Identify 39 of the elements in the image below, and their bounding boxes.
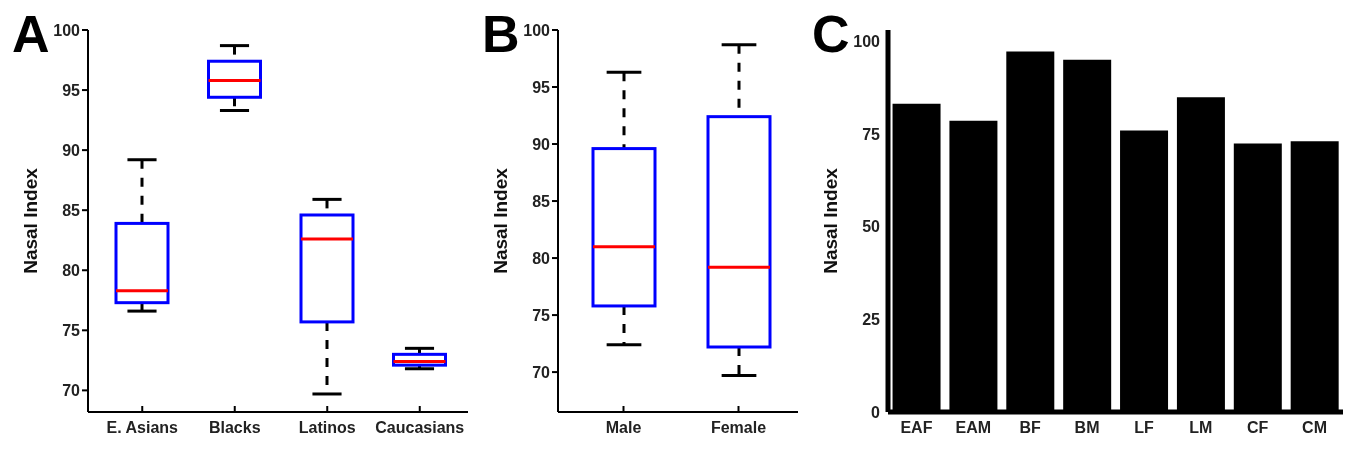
x-tick-label: CM — [1302, 419, 1328, 437]
x-tick-label: LF — [1134, 419, 1154, 437]
y-tick-label: 95 — [62, 81, 81, 99]
x-tick-label: CF — [1247, 419, 1269, 437]
chart-title: C — [812, 5, 850, 63]
y-tick-label: 85 — [532, 192, 551, 210]
y-tick-label: 75 — [62, 321, 81, 339]
y-tick-label: 50 — [862, 218, 881, 236]
x-tick-label: Caucasians — [375, 419, 465, 437]
y-axis-title: Nasal Index — [819, 167, 841, 274]
y-tick-label: 95 — [532, 78, 551, 96]
x-tick-label: Male — [605, 419, 642, 437]
x-tick-label: EAF — [900, 419, 933, 437]
x-tick-label: E. Asians — [106, 419, 179, 437]
x-tick-label: Latinos — [298, 419, 356, 437]
x-tick-label: Blacks — [208, 419, 261, 437]
y-tick-label: 70 — [532, 363, 551, 381]
y-axis-title: Nasal Index — [489, 167, 511, 274]
y-tick-label: 85 — [62, 201, 81, 219]
chart-title: A — [12, 5, 50, 63]
y-tick-label: 90 — [532, 135, 551, 153]
chart-title: B — [482, 5, 520, 63]
y-tick-label: 80 — [62, 261, 81, 279]
y-tick-label: 0 — [871, 403, 881, 421]
x-tick-label: LM — [1189, 419, 1213, 437]
x-tick-label: EAM — [955, 419, 992, 437]
y-tick-label: 75 — [862, 125, 881, 143]
y-tick-label: 80 — [532, 249, 551, 267]
x-tick-label: BF — [1019, 419, 1042, 437]
x-tick-label: Female — [710, 419, 767, 437]
y-axis-title: Nasal Index — [19, 167, 41, 274]
y-tick-label: 100 — [53, 21, 81, 39]
y-tick-label: 100 — [853, 32, 881, 50]
y-tick-label: 100 — [523, 21, 551, 39]
y-tick-label: 70 — [62, 382, 81, 400]
x-tick-label: BM — [1074, 419, 1100, 437]
y-tick-label: 25 — [862, 310, 881, 328]
y-tick-label: 90 — [62, 141, 81, 159]
y-tick-label: 75 — [532, 306, 551, 324]
